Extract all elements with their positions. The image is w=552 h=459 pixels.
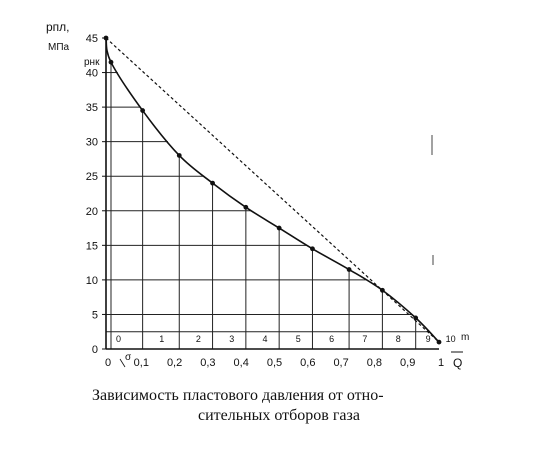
x-tick-label: 0,3	[200, 357, 215, 369]
data-point	[413, 315, 419, 321]
axes	[102, 36, 439, 350]
p-nk-label: pнк	[84, 57, 100, 68]
m-axis-label: m	[461, 332, 469, 343]
m-label: 0	[116, 334, 121, 344]
x-axis-label: Q	[453, 356, 462, 370]
x-tick-label: 0,4	[234, 357, 249, 369]
data-point	[379, 287, 385, 293]
y-tick-label: 45	[86, 33, 98, 45]
m-label: 5	[296, 334, 301, 344]
y-tick-label: 5	[92, 309, 98, 321]
x-tick-label: 0,2	[167, 357, 182, 369]
sigma-label: σ	[125, 352, 132, 363]
data-point	[108, 59, 114, 65]
m-label: 6	[329, 334, 334, 344]
m-label: 8	[396, 334, 401, 344]
data-point	[243, 204, 249, 210]
data-point	[276, 225, 282, 231]
data-point	[310, 246, 315, 252]
data-point	[346, 267, 352, 272]
data-point	[436, 339, 442, 345]
y-tick-label: 40	[86, 68, 98, 80]
m-label: 10	[446, 334, 456, 344]
x-tick-label: 1	[438, 357, 444, 369]
y-tick-label: 15	[86, 240, 98, 252]
x-tick-label: 0	[105, 357, 111, 369]
m-label: 2	[196, 334, 201, 344]
m-label: 7	[362, 334, 367, 344]
solid-curve-series	[105, 37, 440, 343]
m-label: 3	[229, 334, 234, 344]
x-tick-label: 0,9	[400, 357, 415, 369]
y-tick-label: 25	[86, 171, 98, 183]
y-tick-label: 0	[92, 344, 98, 356]
y-axis-unit: МПа	[48, 42, 70, 53]
data-point	[210, 180, 215, 186]
data-point	[103, 35, 109, 41]
sigma-mark	[119, 358, 126, 368]
caption-line-2: сительных отборов газа	[198, 407, 360, 424]
m-label: 1	[159, 334, 164, 344]
y-tick-label: 10	[86, 275, 98, 287]
data-point	[176, 153, 182, 158]
x-tick-label: 0,1	[134, 357, 149, 369]
y-tick-label: 30	[86, 137, 98, 149]
y-axis-label: pпл,	[46, 20, 70, 34]
x-tick-label: 0,8	[367, 357, 382, 369]
data-point	[140, 108, 146, 113]
caption-line-1: Зависимость пластового давления от отно-	[92, 387, 384, 404]
x-tick-label: 0,6	[300, 357, 315, 369]
x-tick-label: 0,7	[333, 357, 348, 369]
dashed-line-series	[105, 37, 440, 343]
m-label: 9	[426, 334, 431, 344]
m-label: 4	[263, 334, 268, 344]
grid-lines	[106, 62, 430, 349]
y-tick-label: 20	[86, 206, 98, 218]
y-tick-label: 35	[86, 102, 98, 114]
series-lines	[103, 35, 442, 345]
x-tick-label: 0,5	[267, 357, 282, 369]
